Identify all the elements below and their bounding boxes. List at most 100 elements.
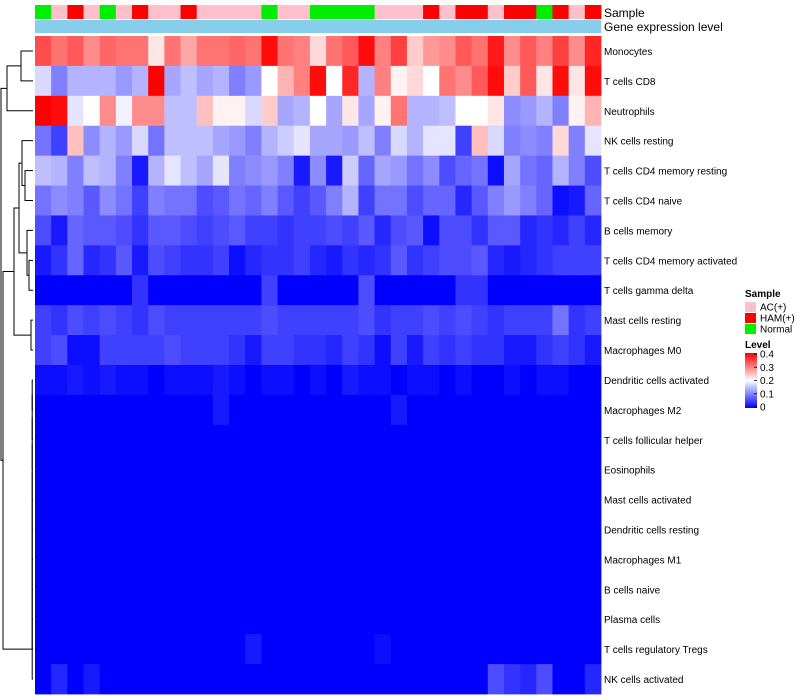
row-label: T cells follicular helper <box>604 436 703 447</box>
sample-cell <box>423 5 440 19</box>
heatmap-cell <box>164 245 181 276</box>
heatmap-cell <box>471 574 489 605</box>
heatmap-cell <box>520 305 537 336</box>
row-label: NK cells resting <box>604 137 673 148</box>
heatmap-cell <box>374 634 392 665</box>
heatmap-cell <box>326 424 343 456</box>
heatmap-cell <box>51 305 68 336</box>
heatmap-cell <box>374 664 392 695</box>
heatmap-cell <box>148 574 165 605</box>
heatmap-cell <box>164 95 181 127</box>
heatmap-cell <box>390 155 408 186</box>
heatmap-cell <box>67 454 84 486</box>
heatmap-cell <box>245 65 262 97</box>
heatmap-cell <box>358 95 375 127</box>
heatmap-cell <box>406 574 424 605</box>
sample-legend-items: AC(+)HAM(+)Normal <box>745 302 795 336</box>
sample-cell <box>293 5 311 19</box>
heatmap-cell <box>406 185 424 216</box>
heatmap-cell <box>229 245 246 276</box>
heatmap-cell <box>99 394 117 426</box>
heatmap-cell <box>406 604 424 635</box>
heatmap-cell <box>584 454 602 486</box>
heatmap-cell <box>487 95 505 127</box>
heatmap-cell <box>115 574 133 605</box>
heatmap-cell <box>229 95 246 127</box>
heatmap-cell <box>374 604 392 635</box>
gene-expression-level-track <box>35 20 601 33</box>
heatmap-cell <box>536 574 553 605</box>
heatmap-cell <box>536 484 553 515</box>
heatmap-cell <box>115 95 133 127</box>
sample-cell <box>212 5 230 19</box>
heatmap-cell <box>67 544 84 575</box>
heatmap-cell <box>358 155 375 186</box>
heatmap-cell <box>584 664 602 695</box>
heatmap-cell <box>83 574 101 605</box>
heatmap-cell <box>67 305 84 336</box>
heatmap-cell <box>35 514 52 545</box>
heatmap-cell <box>439 514 456 545</box>
heatmap-cell <box>293 275 311 306</box>
heatmap-cell <box>293 95 311 127</box>
heatmap-cell <box>83 275 101 306</box>
sample-legend-label: AC(+) <box>760 303 786 314</box>
heatmap-cell <box>503 394 521 426</box>
heatmap-cell <box>180 484 198 515</box>
heatmap-cell <box>309 365 327 396</box>
heatmap-cell <box>180 394 198 426</box>
heatmap-cell <box>261 424 278 456</box>
heatmap-cell <box>212 305 230 336</box>
heatmap-cell <box>212 514 230 545</box>
heatmap-cell <box>35 275 52 306</box>
heatmap-cell <box>326 36 343 67</box>
heatmap-cell <box>374 544 392 575</box>
sample-cell <box>536 5 553 19</box>
heatmap-cell <box>115 454 133 486</box>
heatmap-cell <box>568 215 586 246</box>
heatmap-cell <box>536 454 553 486</box>
heatmap-cell <box>520 604 537 635</box>
heatmap-cell <box>309 65 327 97</box>
heatmap-cell <box>309 484 327 515</box>
heatmap-cell <box>148 664 165 695</box>
heatmap-cell <box>552 245 570 276</box>
heatmap-cell <box>309 634 327 665</box>
row-label: Macrophages M0 <box>604 346 682 357</box>
heatmap-cell <box>83 365 101 396</box>
heatmap-cell <box>326 664 343 695</box>
heatmap-cell <box>229 335 246 366</box>
heatmap-cell <box>261 65 278 97</box>
heatmap-cell <box>309 305 327 336</box>
heatmap-cell <box>309 185 327 216</box>
heatmap-cell <box>99 185 117 216</box>
sample-cell <box>245 5 262 19</box>
heatmap-cell <box>115 664 133 695</box>
heatmap-cell <box>536 65 553 97</box>
heatmap-cell <box>520 454 537 486</box>
heatmap-cell <box>115 394 133 426</box>
heatmap-cell <box>180 185 198 216</box>
heatmap-cell <box>196 514 214 545</box>
heatmap-cell <box>309 125 327 157</box>
heatmap-cell <box>552 484 570 515</box>
heatmap-cell <box>406 514 424 545</box>
heatmap-cell <box>35 245 52 276</box>
heatmap-cell <box>83 394 101 426</box>
heatmap-cell <box>374 185 392 216</box>
heatmap-cell <box>83 305 101 336</box>
heatmap-cell <box>568 335 586 366</box>
heatmap-cell <box>536 365 553 396</box>
heatmap-cell <box>406 544 424 575</box>
heatmap-cell <box>503 664 521 695</box>
sample-cell <box>552 5 570 19</box>
heatmap-cell <box>115 305 133 336</box>
heatmap-cell <box>212 125 230 157</box>
heatmap-cell <box>406 275 424 306</box>
heatmap-cell <box>261 454 278 486</box>
heatmap-cell <box>229 634 246 665</box>
sample-cell <box>229 5 246 19</box>
heatmap-cell <box>423 305 440 336</box>
heatmap-cell <box>584 65 602 97</box>
heatmap-cell <box>374 514 392 545</box>
